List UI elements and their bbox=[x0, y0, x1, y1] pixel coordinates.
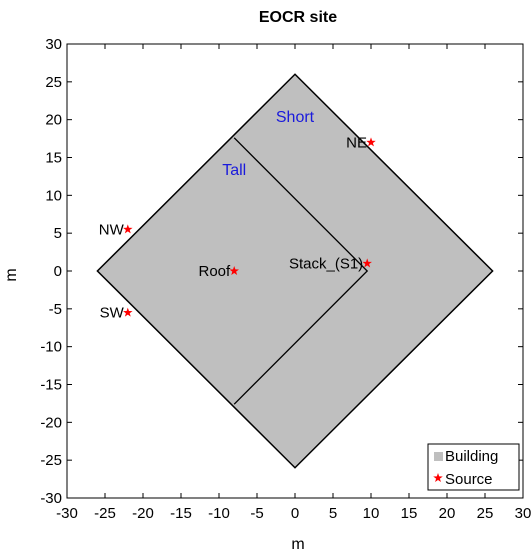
x-tick-label: 20 bbox=[439, 505, 456, 522]
y-axis-ticks: -30 -25 -20 -15 -10 -5 0 5 10 15 20 25 30 bbox=[40, 36, 523, 507]
legend-source-star-icon bbox=[433, 473, 443, 483]
zone-label-short: Short bbox=[276, 109, 315, 126]
legend-source-label: Source bbox=[445, 471, 493, 488]
x-tick-label: -5 bbox=[250, 505, 263, 522]
x-tick-label: 25 bbox=[477, 505, 494, 522]
x-tick-label: -15 bbox=[170, 505, 192, 522]
source-label: SW bbox=[100, 305, 125, 322]
y-tick-label: -30 bbox=[40, 490, 62, 507]
source-marker bbox=[229, 266, 239, 276]
y-tick-label: 30 bbox=[45, 36, 62, 53]
source-marker bbox=[366, 137, 376, 147]
source-marker bbox=[123, 224, 133, 234]
x-tick-label: 15 bbox=[401, 505, 418, 522]
source-markers: NE NW Roof Stack_(S1) SW bbox=[99, 134, 376, 322]
y-tick-label: -15 bbox=[40, 377, 62, 394]
source-label: NW bbox=[99, 221, 125, 238]
zone-label-tall: Tall bbox=[222, 162, 246, 179]
zone-labels: Short Tall bbox=[222, 109, 314, 179]
y-tick-label: -20 bbox=[40, 414, 62, 431]
chart-title: EOCR site bbox=[259, 9, 337, 26]
y-tick-label: 25 bbox=[45, 74, 62, 91]
x-tick-label: 0 bbox=[291, 505, 299, 522]
x-tick-label: -30 bbox=[56, 505, 78, 522]
x-tick-label: 5 bbox=[329, 505, 337, 522]
y-tick-label: 15 bbox=[45, 150, 62, 167]
y-tick-label: -10 bbox=[40, 339, 62, 356]
legend-star-mark bbox=[433, 473, 443, 483]
y-tick-label: -25 bbox=[40, 452, 62, 469]
source-label: Stack_(S1) bbox=[289, 255, 363, 272]
y-axis-label: m bbox=[3, 268, 20, 281]
source-label: Roof bbox=[199, 263, 232, 280]
building-divider bbox=[233, 137, 369, 405]
y-tick-label: 20 bbox=[45, 112, 62, 129]
source-marker bbox=[123, 307, 133, 317]
y-tick-label: 10 bbox=[45, 187, 62, 204]
y-tick-label: 0 bbox=[54, 263, 62, 280]
x-tick-label: -10 bbox=[208, 505, 230, 522]
x-tick-label: -25 bbox=[94, 505, 116, 522]
legend-box bbox=[427, 443, 520, 491]
source-marker bbox=[362, 258, 372, 268]
y-tick-label: -5 bbox=[49, 301, 62, 318]
x-tick-label: 10 bbox=[363, 505, 380, 522]
y-tick-label: 5 bbox=[54, 225, 62, 242]
legend: Building Source bbox=[427, 443, 520, 491]
x-axis-label: m bbox=[291, 536, 304, 553]
legend-building-label: Building bbox=[445, 448, 498, 465]
x-tick-label: -20 bbox=[132, 505, 154, 522]
source-label: NE bbox=[346, 134, 367, 151]
legend-building-swatch bbox=[434, 452, 443, 461]
plot-area: Short Tall NE NW Roof Stack_(S1) SW bbox=[96, 73, 494, 469]
x-axis-ticks: -30 -25 -20 -15 -10 -5 0 5 10 15 20 25 30 bbox=[56, 44, 531, 522]
x-tick-label: 30 bbox=[515, 505, 532, 522]
building-outline bbox=[96, 73, 494, 469]
